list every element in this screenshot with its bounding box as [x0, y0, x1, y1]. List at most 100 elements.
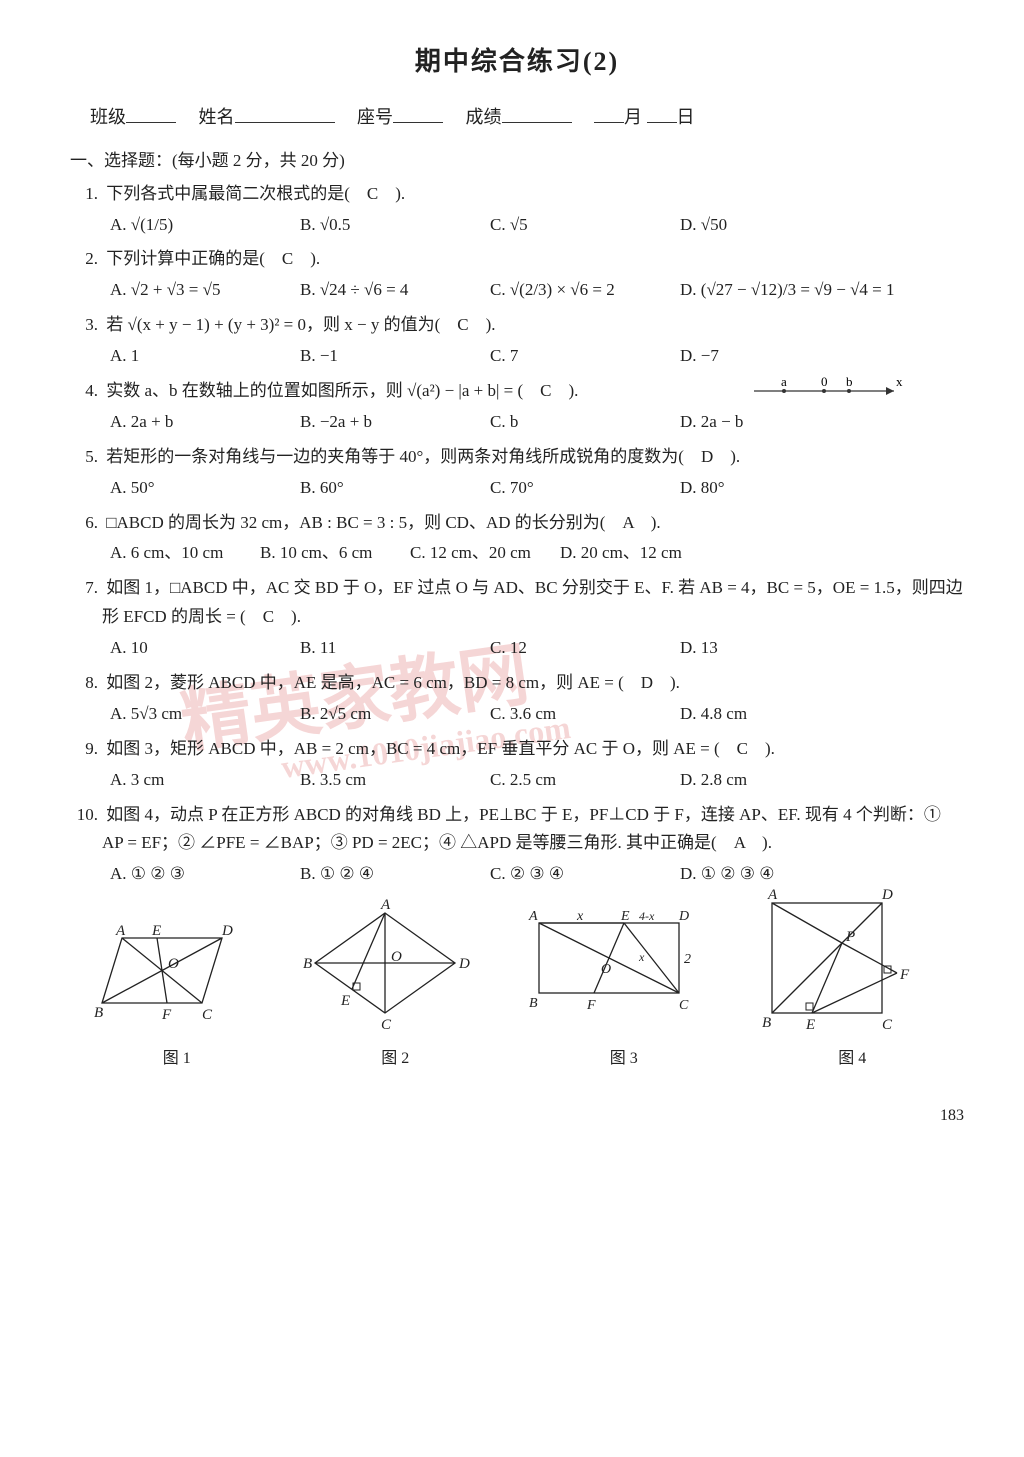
svg-text:F: F	[899, 967, 910, 983]
q1-options: A. √(1/5) B. √0.5 C. √5 D. √50	[110, 211, 964, 240]
q2-opt-b: B. √24 ÷ √6 = 4	[300, 276, 480, 305]
q4-numberline: a 0 b x	[786, 377, 904, 411]
q6-opt-c: C. 12 cm、20 cm	[410, 539, 550, 568]
nl-b: b	[846, 374, 853, 389]
label-month: 月	[624, 107, 642, 127]
q9-stem: 如图 3，矩形 ABCD 中，AB = 2 cm，BC = 4 cm，EF 垂直…	[106, 739, 775, 758]
q7-stem: 如图 1，□ABCD 中，AC 交 BD 于 O，EF 过点 O 与 AD、BC…	[102, 578, 963, 626]
svg-text:D: D	[458, 956, 470, 972]
q1-opt-d: D. √50	[680, 211, 860, 240]
q4-opt-a: A. 2a + b	[110, 408, 290, 437]
q1-stem: 下列各式中属最简二次根式的是( C ).	[106, 184, 405, 203]
question-7: 7. 如图 1，□ABCD 中，AC 交 BD 于 O，EF 过点 O 与 AD…	[70, 574, 964, 632]
svg-text:F: F	[161, 1007, 172, 1023]
q7-opt-b: B. 11	[300, 634, 480, 663]
q5-num: 5.	[70, 443, 98, 472]
q6-num: 6.	[70, 509, 98, 538]
q1-opt-b: B. √0.5	[300, 211, 480, 240]
fig2-svg: A B D C E O	[315, 913, 475, 1033]
q10-stem: 如图 4，动点 P 在正方形 ABCD 的对角线 BD 上，PE⊥BC 于 E，…	[102, 805, 941, 853]
q1-opt-a: A. √(1/5)	[110, 211, 290, 240]
blank-score[interactable]	[502, 104, 572, 123]
svg-text:x: x	[576, 909, 584, 924]
q1-num: 1.	[70, 180, 98, 209]
svg-text:C: C	[679, 998, 689, 1013]
blank-class[interactable]	[126, 104, 176, 123]
q2-stem: 下列计算中正确的是( C ).	[106, 249, 320, 268]
q8-options: A. 5√3 cm B. 2√5 cm C. 3.6 cm D. 4.8 cm	[110, 700, 964, 729]
q9-options: A. 3 cm B. 3.5 cm C. 2.5 cm D. 2.8 cm	[110, 766, 964, 795]
q4-opt-b: B. −2a + b	[300, 408, 480, 437]
q10-num: 10.	[70, 801, 98, 830]
q3-opt-a: A. 1	[110, 342, 290, 371]
svg-text:O: O	[168, 956, 179, 972]
question-3: 3. 若 √(x + y − 1) + (y + 3)² = 0，则 x − y…	[70, 311, 964, 340]
q2-opt-c: C. √(2/3) × √6 = 2	[490, 276, 670, 305]
blank-day[interactable]	[647, 104, 677, 123]
svg-text:x: x	[638, 950, 645, 964]
q9-opt-d: D. 2.8 cm	[680, 766, 860, 795]
q5-opt-c: C. 70°	[490, 474, 670, 503]
q7-options: A. 10 B. 11 C. 12 D. 13	[110, 634, 964, 663]
q10-options: A. ① ② ③ B. ① ② ④ C. ② ③ ④ D. ① ② ③ ④	[110, 860, 964, 889]
q3-num: 3.	[70, 311, 98, 340]
q3-opt-b: B. −1	[300, 342, 480, 371]
svg-text:E: E	[620, 909, 630, 924]
q8-num: 8.	[70, 669, 98, 698]
svg-text:E: E	[340, 993, 350, 1009]
figure-1: A E D B F C O 图 1	[102, 923, 252, 1072]
q5-options: A. 50° B. 60° C. 70° D. 80°	[110, 474, 964, 503]
svg-text:D: D	[678, 909, 689, 924]
q6-stem: □ABCD 的周长为 32 cm，AB : BC = 3 : 5，则 CD、AD…	[106, 513, 660, 532]
svg-text:B: B	[529, 996, 538, 1011]
q9-opt-c: C. 2.5 cm	[490, 766, 670, 795]
label-seat: 座号	[357, 107, 393, 127]
svg-text:4-x: 4-x	[639, 909, 655, 923]
section-1-heading: 一、选择题：(每小题 2 分，共 20 分)	[70, 147, 964, 176]
question-10: 10. 如图 4，动点 P 在正方形 ABCD 的对角线 BD 上，PE⊥BC …	[70, 801, 964, 859]
q3-stem: 若 √(x + y − 1) + (y + 3)² = 0，则 x − y 的值…	[106, 315, 495, 334]
q8-opt-b: B. 2√5 cm	[300, 700, 480, 729]
question-8: 8. 如图 2，菱形 ABCD 中，AE 是高，AC = 6 cm，BD = 8…	[70, 669, 964, 698]
q3-opt-c: C. 7	[490, 342, 670, 371]
blank-name[interactable]	[235, 104, 335, 123]
svg-text:D: D	[221, 923, 233, 939]
q4-opt-d: D. 2a − b	[680, 408, 860, 437]
figures-row: A E D B F C O 图 1 A B D C	[70, 903, 964, 1072]
svg-text:2: 2	[684, 952, 691, 967]
q7-opt-d: D. 13	[680, 634, 860, 663]
q3-options: A. 1 B. −1 C. 7 D. −7	[110, 342, 964, 371]
q8-opt-a: A. 5√3 cm	[110, 700, 290, 729]
question-1: 1. 下列各式中属最简二次根式的是( C ).	[70, 180, 964, 209]
q8-stem: 如图 2，菱形 ABCD 中，AE 是高，AC = 6 cm，BD = 8 cm…	[106, 673, 680, 692]
svg-text:E: E	[805, 1017, 815, 1033]
question-5: 5. 若矩形的一条对角线与一边的夹角等于 40°，则两条对角线所成锐角的度数为(…	[70, 443, 964, 472]
fig4-svg: A D B C P E F	[772, 903, 932, 1033]
svg-text:C: C	[202, 1007, 213, 1023]
figure-2: A B D C E O 图 2	[315, 913, 475, 1072]
svg-text:A: A	[115, 923, 126, 939]
q5-opt-b: B. 60°	[300, 474, 480, 503]
question-6: 6. □ABCD 的周长为 32 cm，AB : BC = 3 : 5，则 CD…	[70, 509, 964, 538]
fig3-label: 图 3	[539, 1045, 709, 1072]
svg-text:C: C	[381, 1017, 392, 1033]
nl-x: x	[896, 374, 903, 389]
q7-opt-c: C. 12	[490, 634, 670, 663]
page-title: 期中综合练习(2)	[70, 40, 964, 84]
q5-opt-d: D. 80°	[680, 474, 860, 503]
question-2: 2. 下列计算中正确的是( C ).	[70, 245, 964, 274]
q10-opt-b: B. ① ② ④	[300, 860, 480, 889]
q5-opt-a: A. 50°	[110, 474, 290, 503]
q1-opt-c: C. √5	[490, 211, 670, 240]
blank-seat[interactable]	[393, 104, 443, 123]
q6-opt-b: B. 10 cm、6 cm	[260, 539, 400, 568]
label-score: 成绩	[466, 107, 502, 127]
blank-month[interactable]	[594, 104, 624, 123]
q8-opt-c: C. 3.6 cm	[490, 700, 670, 729]
question-9: 9. 如图 3，矩形 ABCD 中，AB = 2 cm，BC = 4 cm，EF…	[70, 735, 964, 764]
q9-num: 9.	[70, 735, 98, 764]
nl-a: a	[781, 374, 787, 389]
q5-stem: 若矩形的一条对角线与一边的夹角等于 40°，则两条对角线所成锐角的度数为( D …	[106, 447, 740, 466]
svg-text:B: B	[94, 1005, 103, 1021]
fig4-label: 图 4	[772, 1045, 932, 1072]
